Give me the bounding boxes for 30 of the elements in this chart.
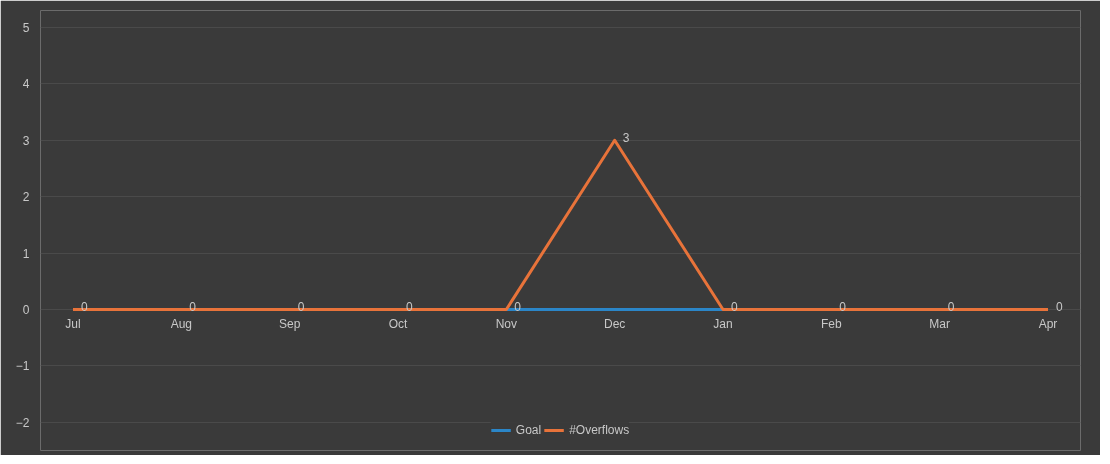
data-label: 0 (839, 300, 847, 315)
x-tick-label: Feb (820, 317, 842, 332)
y-tick-label: −2 (15, 415, 30, 430)
y-tick-label: 2 (22, 190, 30, 205)
legend-label: Goal (515, 423, 542, 437)
x-tick-label: Oct (388, 317, 408, 332)
y-tick-label: 1 (22, 246, 30, 261)
x-tick-label: Mar (929, 317, 951, 332)
data-label: 0 (297, 300, 305, 315)
x-tick-label: Jul (65, 317, 81, 332)
x-tick-label: Jan (713, 317, 733, 332)
data-label: 0 (1056, 300, 1063, 315)
x-tick-label: Dec (604, 317, 626, 332)
data-label: 0 (189, 300, 197, 315)
data-label: 0 (406, 300, 413, 315)
y-tick-label: −1 (15, 359, 30, 374)
legend-label: #Overflows (569, 423, 630, 437)
y-tick-label: 4 (22, 77, 30, 92)
y-tick-label: 3 (22, 133, 30, 148)
data-label: 0 (81, 300, 88, 315)
x-tick-label: Sep (278, 317, 301, 332)
x-tick-label: Apr (1038, 317, 1058, 332)
x-tick-label: Nov (495, 317, 518, 332)
y-tick-label: 5 (22, 20, 30, 35)
data-label: 0 (947, 300, 955, 315)
x-tick-label: Aug (170, 317, 193, 332)
y-tick-label: 0 (22, 302, 30, 317)
data-label: 0 (731, 300, 738, 315)
data-label: 3 (622, 131, 630, 146)
data-label: 0 (514, 300, 522, 315)
